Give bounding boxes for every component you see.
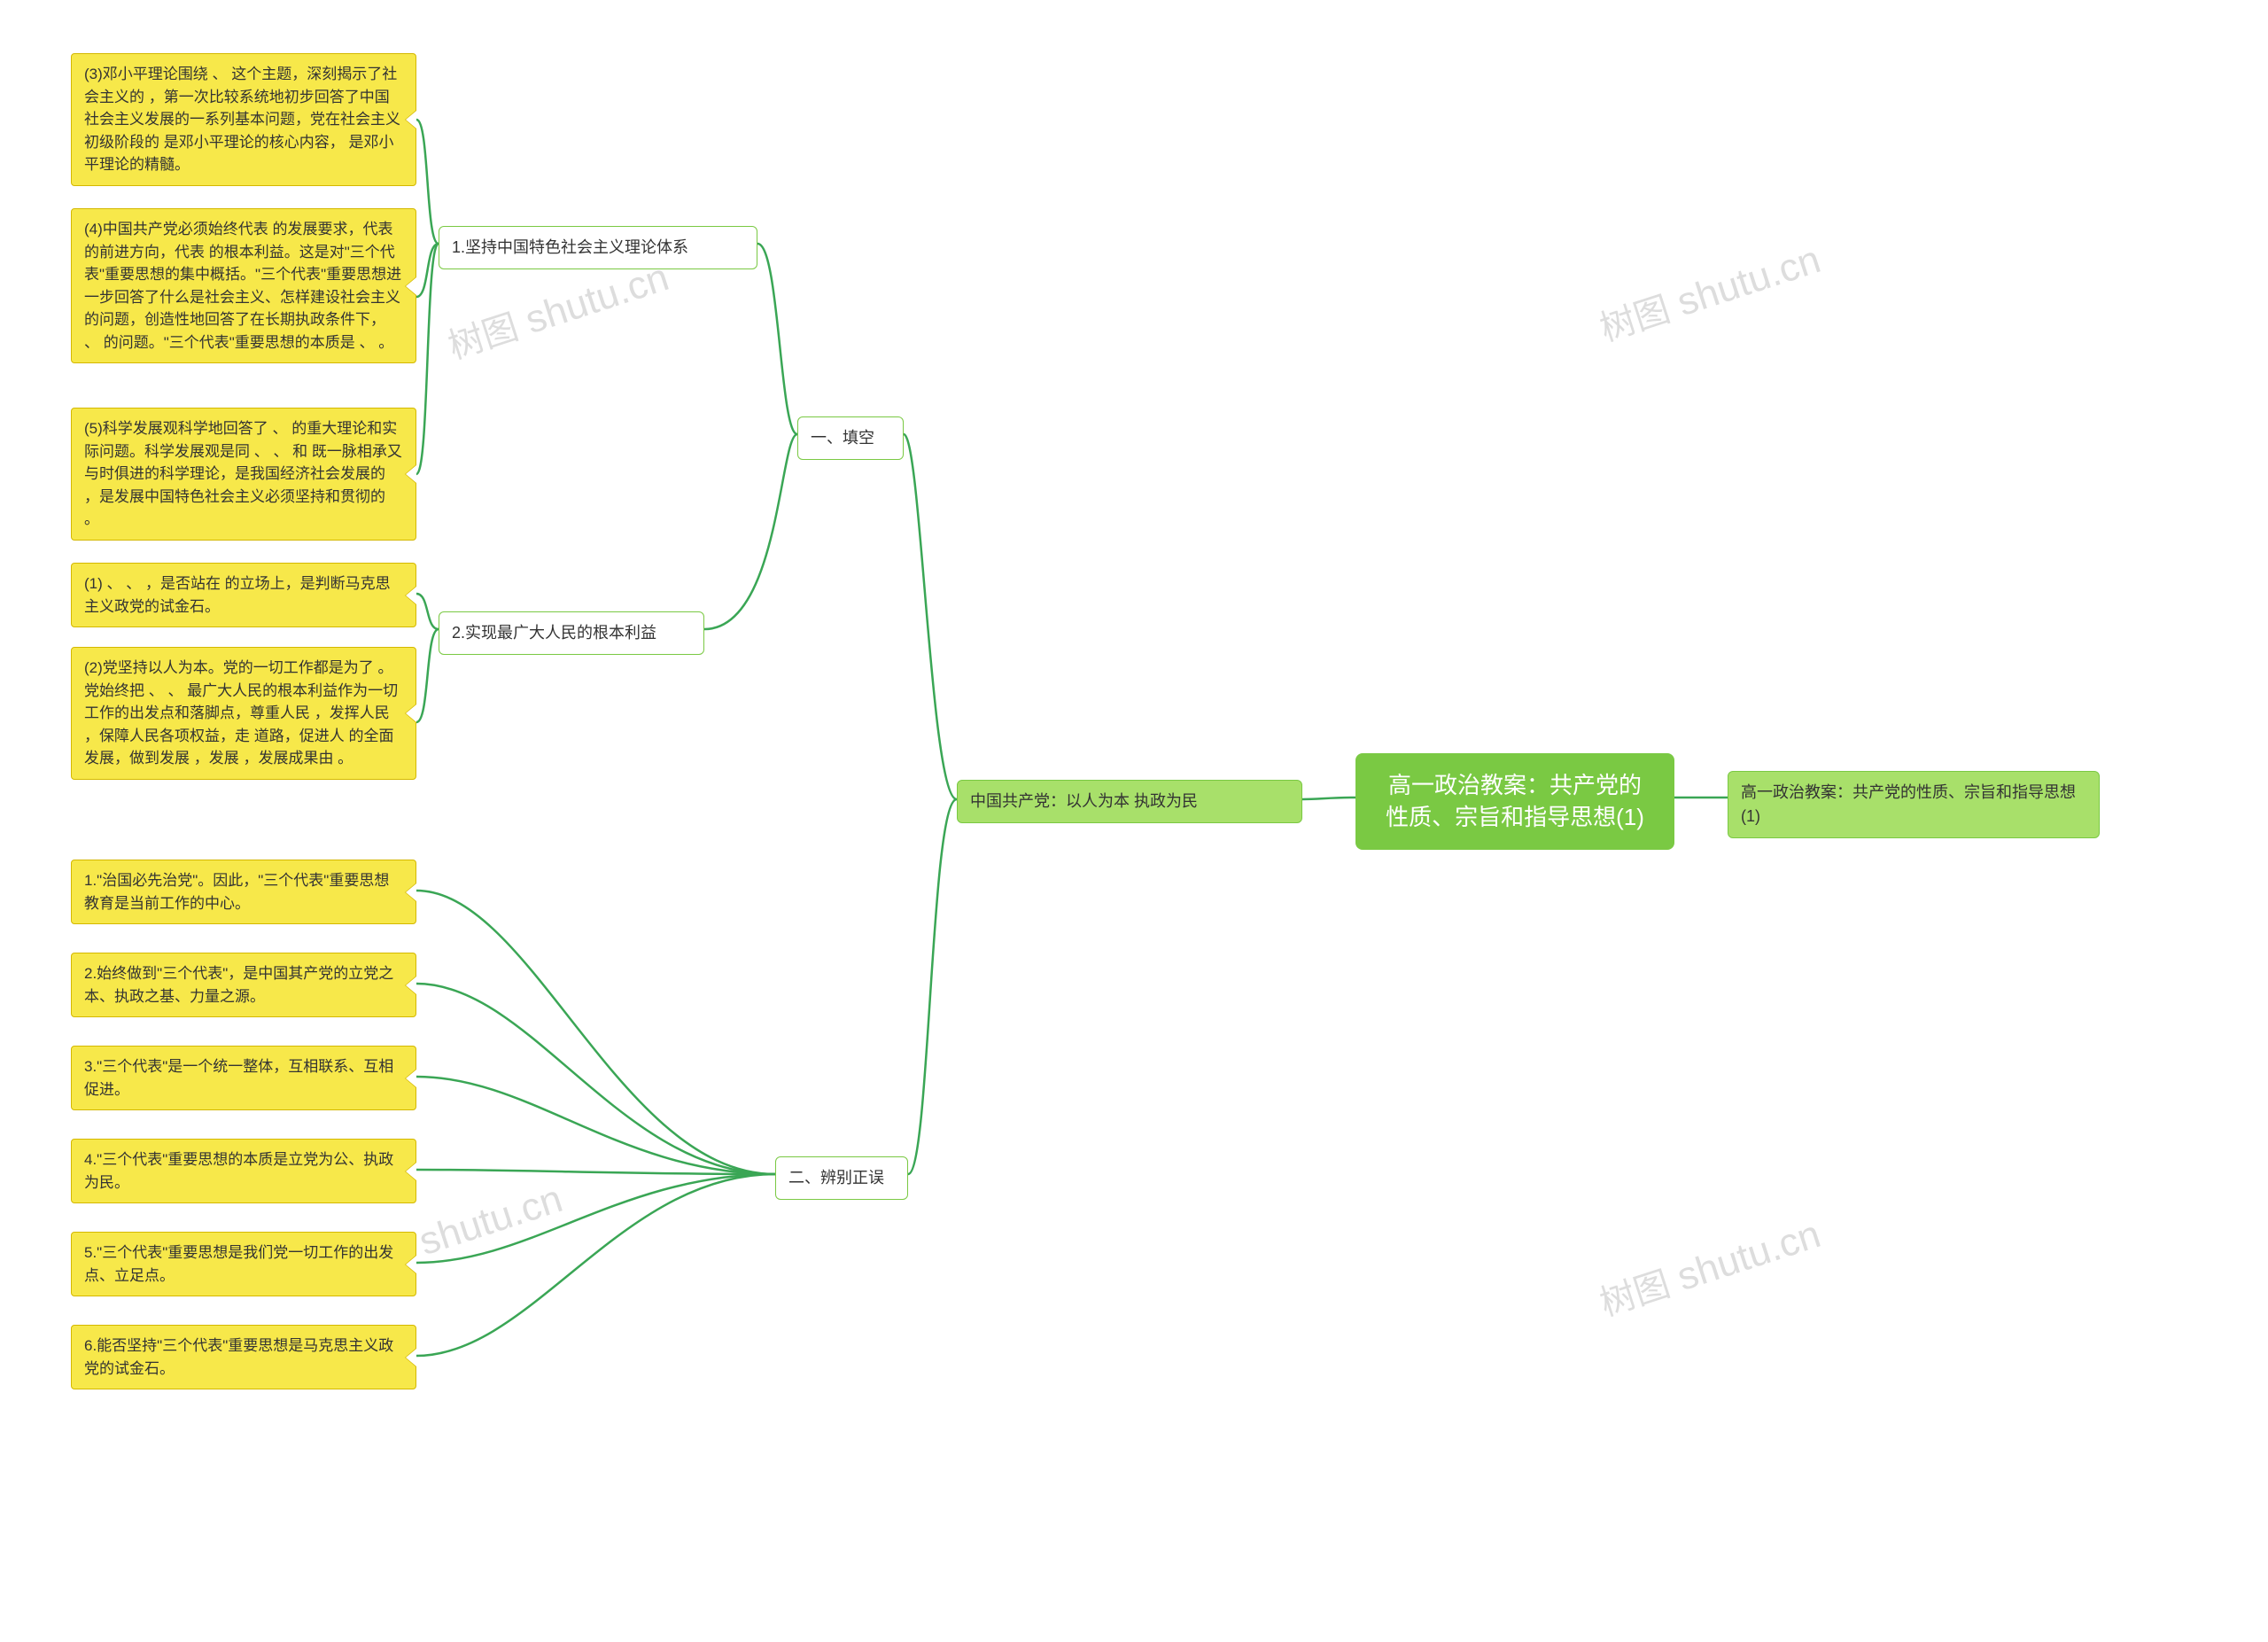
leaf-node[interactable]: 2.始终做到"三个代表"，是中国其产党的立党之本、执政之基、力量之源。 — [71, 953, 416, 1017]
right-summary-node[interactable]: 高一政治教案：共产党的性质、宗旨和指导思想(1) — [1728, 771, 2100, 838]
leaf-text: 1."治国必先治党"。因此，"三个代表"重要思想教育是当前工作的中心。 — [84, 872, 389, 912]
section1-node[interactable]: 一、填空 — [797, 416, 904, 460]
leaf-text: 2.始终做到"三个代表"，是中国其产党的立党之本、执政之基、力量之源。 — [84, 965, 393, 1005]
leaf-text: 3."三个代表"是一个统一整体，互相联系、互相促进。 — [84, 1058, 393, 1098]
s1-branch2-label: 2.实现最广大人民的根本利益 — [452, 624, 656, 642]
leaf-text: (1) 、 、 ，是否站在 的立场上，是判断马克思主义政党的试金石。 — [84, 575, 391, 615]
s1-branch1-label: 1.坚持中国特色社会主义理论体系 — [452, 238, 688, 256]
right-summary-text: 高一政治教案：共产党的性质、宗旨和指导思想(1) — [1741, 783, 2076, 825]
leaf-text: 4."三个代表"重要思想的本质是立党为公、执政为民。 — [84, 1151, 393, 1191]
root-line1: 高一政治教案：共产党的 — [1388, 772, 1642, 798]
leaf-text: 5."三个代表"重要思想是我们党一切工作的出发点、立足点。 — [84, 1244, 393, 1284]
s1-branch2-node[interactable]: 2.实现最广大人民的根本利益 — [439, 611, 704, 655]
s1-branch1-node[interactable]: 1.坚持中国特色社会主义理论体系 — [439, 226, 757, 269]
watermark: 树图 shutu.cn — [1592, 1206, 1826, 1326]
leaf-text: (4)中国共产党必须始终代表 的发展要求，代表 的前进方向，代表 的根本利益。这… — [84, 221, 401, 351]
root-node[interactable]: 高一政治教案：共产党的 性质、宗旨和指导思想(1) — [1355, 753, 1674, 850]
leaf-text: (2)党坚持以人为本。党的一切工作都是为了 。党始终把 、 、 最广大人民的根本… — [84, 659, 398, 767]
leaf-text: (5)科学发展观科学地回答了 、 的重大理论和实际问题。科学发展观是同 、 、 … — [84, 420, 402, 527]
leaf-node[interactable]: 4."三个代表"重要思想的本质是立党为公、执政为民。 — [71, 1139, 416, 1203]
leaf-node[interactable]: (2)党坚持以人为本。党的一切工作都是为了 。党始终把 、 、 最广大人民的根本… — [71, 647, 416, 780]
leaf-node[interactable]: (1) 、 、 ，是否站在 的立场上，是判断马克思主义政党的试金石。 — [71, 563, 416, 627]
leaf-node[interactable]: (5)科学发展观科学地回答了 、 的重大理论和实际问题。科学发展观是同 、 、 … — [71, 408, 416, 541]
leaf-node[interactable]: (3)邓小平理论围绕 、 这个主题，深刻揭示了社会主义的 ，第一次比较系统地初步… — [71, 53, 416, 186]
leaf-node[interactable]: 5."三个代表"重要思想是我们党一切工作的出发点、立足点。 — [71, 1232, 416, 1296]
leaf-node[interactable]: 1."治国必先治党"。因此，"三个代表"重要思想教育是当前工作的中心。 — [71, 860, 416, 924]
lv1-text: 中国共产党：以人为本 执政为民 — [970, 792, 1198, 810]
leaf-text: 6.能否坚持"三个代表"重要思想是马克思主义政党的试金石。 — [84, 1337, 393, 1377]
leaf-node[interactable]: 6.能否坚持"三个代表"重要思想是马克思主义政党的试金石。 — [71, 1325, 416, 1389]
section2-node[interactable]: 二、辨别正误 — [775, 1156, 908, 1200]
lv1-node[interactable]: 中国共产党：以人为本 执政为民 — [957, 780, 1302, 823]
section1-label: 一、填空 — [811, 429, 874, 447]
root-line2: 性质、宗旨和指导思想(1) — [1386, 804, 1644, 830]
leaf-node[interactable]: 3."三个代表"是一个统一整体，互相联系、互相促进。 — [71, 1046, 416, 1110]
section2-label: 二、辨别正误 — [788, 1169, 884, 1187]
leaf-text: (3)邓小平理论围绕 、 这个主题，深刻揭示了社会主义的 ，第一次比较系统地初步… — [84, 66, 400, 173]
leaf-node[interactable]: (4)中国共产党必须始终代表 的发展要求，代表 的前进方向，代表 的根本利益。这… — [71, 208, 416, 363]
watermark: 树图 shutu.cn — [1592, 231, 1826, 351]
